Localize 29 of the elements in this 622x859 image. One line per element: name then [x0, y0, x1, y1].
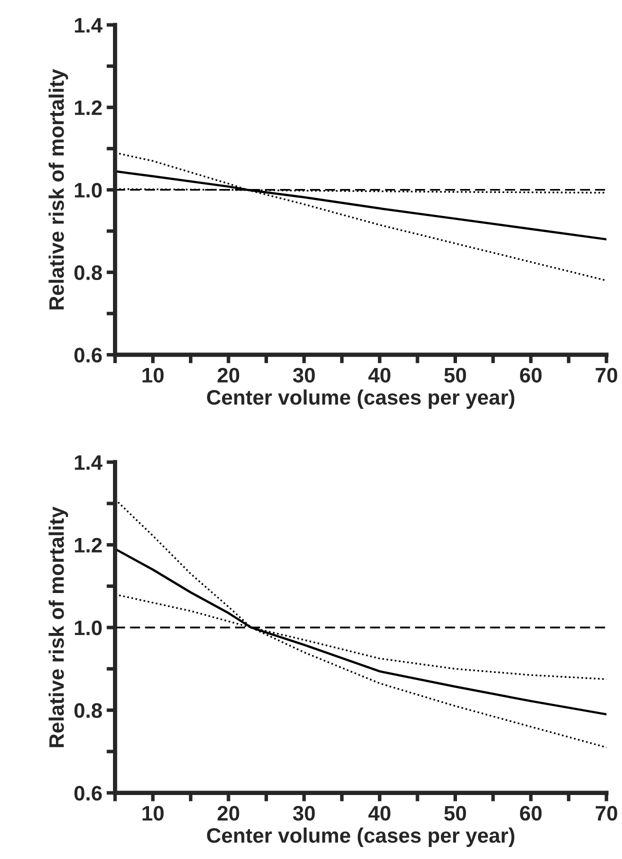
line-series — [115, 498, 606, 748]
y-tick-label: 0.6 — [74, 348, 102, 363]
x-tick-label: 20 — [218, 368, 240, 383]
x-tick-label: 10 — [142, 806, 164, 821]
x-tick-label: 50 — [444, 806, 466, 821]
x-tick-label: 50 — [444, 368, 466, 383]
x-tick-label: 40 — [368, 806, 390, 821]
y-tick-label: 0.6 — [74, 786, 102, 801]
x-axis-title: Center volume (cases per year) — [207, 389, 514, 409]
y-axis-title: Relative risk of mortality — [48, 506, 68, 748]
x-tick-label: 60 — [520, 806, 542, 821]
y-tick-label: 1.4 — [74, 18, 102, 32]
x-tick-label: 70 — [596, 368, 618, 383]
y-tick-label: 1.0 — [74, 620, 102, 636]
x-tick-label: 40 — [368, 368, 390, 383]
x-tick-label: 30 — [292, 806, 315, 821]
x-tick-label: 20 — [218, 806, 240, 821]
y-tick-label: 0.8 — [74, 703, 102, 718]
x-tick-label: 70 — [596, 806, 618, 821]
x-tick-label: 60 — [520, 368, 542, 383]
y-tick-label: 0.8 — [74, 265, 102, 280]
x-tick-label: 10 — [142, 368, 164, 383]
y-tick-label: 1.4 — [74, 455, 102, 470]
x-axis-title: Center volume (cases per year) — [207, 828, 514, 847]
y-tick-label: 1.2 — [74, 100, 102, 115]
y-tick-label: 1.2 — [74, 538, 102, 552]
y-axis-title: Relative risk of mortality — [48, 68, 68, 310]
y-tick-label: 1.0 — [74, 182, 102, 198]
x-tick-label: 30 — [292, 368, 315, 383]
